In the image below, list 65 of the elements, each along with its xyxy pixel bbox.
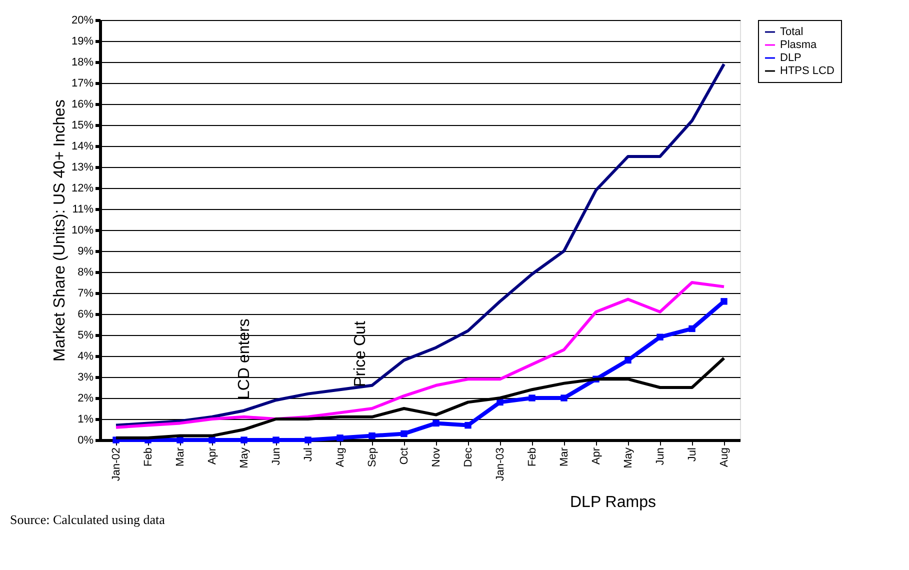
y-tick-label: 13% <box>71 162 94 174</box>
point <box>720 298 728 305</box>
y-tick-label: 2% <box>78 392 94 404</box>
y-tick-label: 6% <box>78 308 94 320</box>
x-tick-label: Aug <box>334 448 346 468</box>
y-tick-label: 8% <box>78 266 94 278</box>
x-tick-label: Jun <box>654 448 666 466</box>
x-tick-label: Nov <box>430 447 442 468</box>
line-series <box>114 281 726 429</box>
point <box>464 422 472 429</box>
point <box>336 434 344 442</box>
x-tick-label: Apr <box>206 447 218 465</box>
point <box>688 325 696 332</box>
point <box>400 430 408 438</box>
y-tick-label: 16% <box>71 98 94 110</box>
point <box>496 398 504 406</box>
point <box>432 420 440 427</box>
point <box>304 436 312 444</box>
x-tick-label: May <box>622 447 634 468</box>
x-tick-label: Mar <box>174 447 186 466</box>
point <box>368 432 376 440</box>
point <box>528 394 536 402</box>
x-tick-label: Jul <box>302 448 314 462</box>
y-tick-label: 3% <box>78 372 94 384</box>
y-tick-label: 15% <box>71 120 94 132</box>
y-tick-label: 11% <box>72 204 94 216</box>
y-tick-label: 4% <box>78 350 94 362</box>
x-tick-label: Dec <box>462 447 474 468</box>
y-tick-label: 20% <box>71 14 94 26</box>
x-tick-label: Jun <box>270 448 282 466</box>
y-tick-label: 17% <box>71 78 94 90</box>
x-tick-label: Jan-02 <box>110 448 122 482</box>
y-tick-label: 1% <box>78 414 94 426</box>
point <box>272 436 280 444</box>
y-tick-label: 9% <box>78 246 94 258</box>
point <box>624 356 632 364</box>
x-tick-label: May <box>238 447 250 468</box>
x-tick-label: Aug <box>718 448 730 468</box>
line-series <box>114 62 726 427</box>
x-tick-label: Sep <box>366 448 378 468</box>
x-tick-label: Mar <box>558 447 570 466</box>
x-tick-label: Apr <box>590 447 602 465</box>
y-tick-label: 0% <box>78 434 94 446</box>
x-tick-label: Oct <box>398 448 410 465</box>
y-tick-label: 12% <box>71 182 94 194</box>
point <box>560 394 568 402</box>
y-tick-label: 18% <box>71 56 94 68</box>
y-tick-label: 5% <box>78 330 94 342</box>
legend-label: Plasma <box>780 39 818 51</box>
text: DLP Ramps <box>570 494 656 511</box>
point <box>656 334 664 340</box>
x-tick-label: Jan-03 <box>494 448 506 482</box>
legend-label: Total <box>780 26 804 38</box>
x-tick-label: Feb <box>142 448 154 466</box>
y-tick-label: 19% <box>71 36 94 48</box>
legend-label: HTPS LCD <box>780 65 834 77</box>
y-tick-label: 7% <box>78 288 94 300</box>
legend-label: DLP <box>780 52 802 64</box>
y-axis-title: Market Share (Units): US 40+ Inches <box>51 100 68 362</box>
source-note: Source: Calculated using data <box>10 512 166 527</box>
x-tick-label: Jul <box>686 448 698 462</box>
y-tick-label: 10% <box>71 224 94 236</box>
y-tick-label: 14% <box>71 140 94 152</box>
x-tick-label: Feb <box>526 448 538 466</box>
point <box>240 436 248 444</box>
